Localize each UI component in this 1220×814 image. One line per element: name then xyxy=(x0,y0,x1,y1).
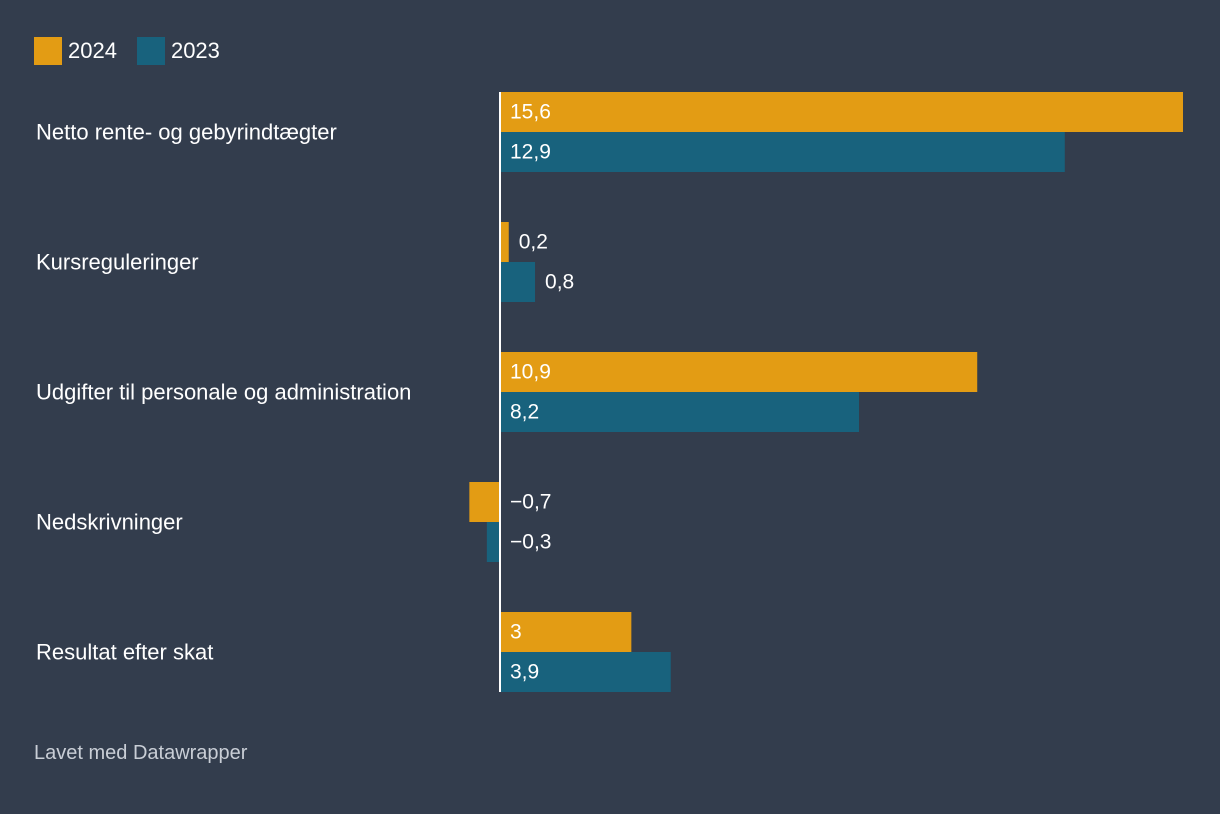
value-label: 12,9 xyxy=(510,141,551,164)
footer-credit: Lavet med Datawrapper xyxy=(34,742,248,764)
bar-chart: Netto rente- og gebyrindtægter 15,6 12,9 Ku… xyxy=(36,92,1183,692)
value-label: 0,2 xyxy=(519,231,548,254)
legend-label-2024: 2024 xyxy=(68,38,117,63)
value-label: 3,9 xyxy=(510,661,539,684)
bar-2023 xyxy=(500,652,671,692)
legend-item-2024: 2024 xyxy=(34,37,117,65)
bar-2023 xyxy=(486,522,500,562)
value-label: 0,8 xyxy=(545,271,574,294)
legend-swatch-2023 xyxy=(136,37,165,65)
value-label: 3 xyxy=(510,621,522,644)
legend: 2024 2023 xyxy=(34,36,240,66)
category-label: Netto rente- og gebyrindtægter xyxy=(36,120,337,145)
legend-label-2023: 2023 xyxy=(170,38,220,63)
category-label: Udgifter til personale og administration xyxy=(36,380,411,405)
bar-2023 xyxy=(500,392,860,432)
value-label: −0,7 xyxy=(510,491,551,514)
bar-2024 xyxy=(500,352,978,392)
category-label: Resultat efter skat xyxy=(36,640,213,665)
legend-item-2023: 2023 xyxy=(136,37,220,65)
bar-2024 xyxy=(469,482,500,522)
bar-2023 xyxy=(500,262,536,302)
value-label: 10,9 xyxy=(510,361,551,384)
category-label: Nedskrivninger xyxy=(36,510,183,535)
value-label: 8,2 xyxy=(510,401,539,424)
legend-swatch-2024 xyxy=(34,37,62,65)
value-label: 15,6 xyxy=(510,101,551,124)
bar-2023 xyxy=(500,132,1065,172)
value-label: −0,3 xyxy=(510,531,551,554)
category-label: Kursreguleringer xyxy=(36,250,199,275)
bar-2024 xyxy=(500,222,509,262)
bar-2024 xyxy=(500,612,632,652)
bar-2024 xyxy=(500,92,1183,132)
